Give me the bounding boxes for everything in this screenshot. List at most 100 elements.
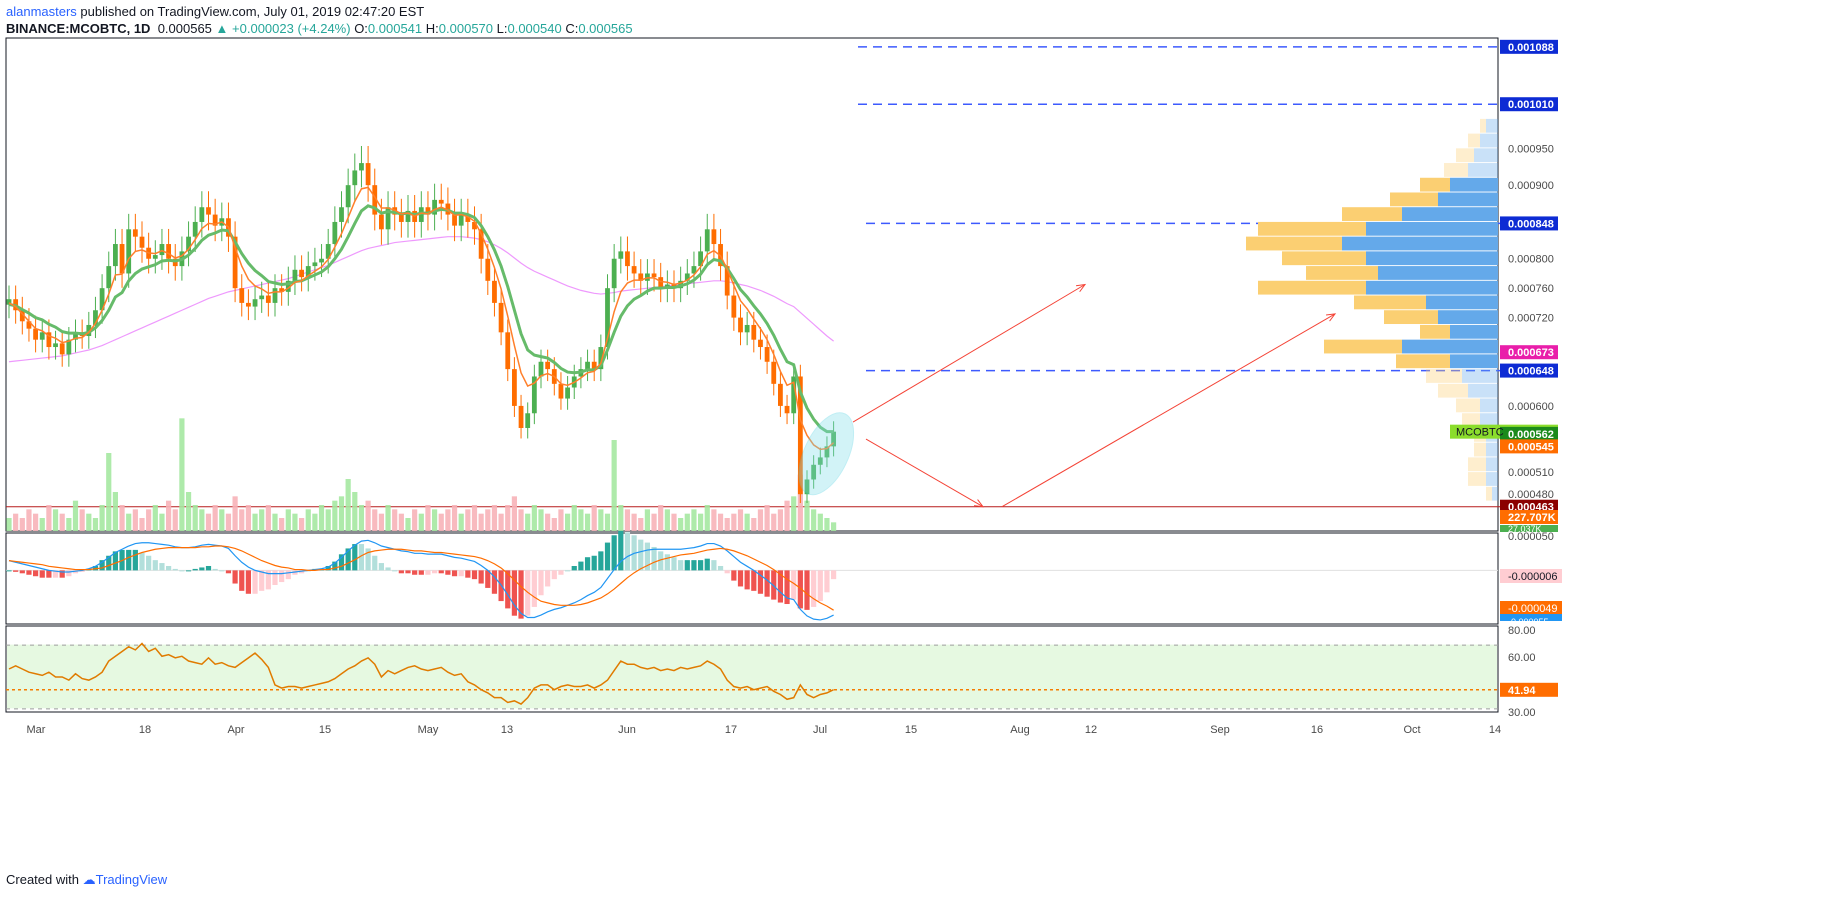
volume-bar <box>757 509 764 531</box>
price-axis-tick: 0.000480 <box>1508 489 1554 501</box>
volume-bar <box>72 500 79 531</box>
macd-histogram-bar <box>658 551 664 571</box>
volume-bar <box>239 509 245 531</box>
rsi-band <box>7 644 1497 709</box>
macd-histogram-bar <box>671 557 677 571</box>
volume-bar <box>405 518 411 531</box>
time-axis-tick: Sep <box>1210 724 1230 736</box>
candle-body <box>365 163 371 186</box>
candle-body <box>212 214 218 226</box>
macd-histogram-bar <box>545 570 551 587</box>
created-with-text: Created with <box>6 872 79 887</box>
candle-body <box>33 328 38 340</box>
candle-body <box>232 236 238 289</box>
volume-profile-down-bar <box>1480 118 1486 133</box>
volume-bar <box>831 522 837 531</box>
macd-histogram-bar <box>538 570 544 596</box>
volume-profile-up-bar <box>1342 236 1498 251</box>
volume-bar <box>378 513 384 531</box>
volume-bar <box>584 513 591 531</box>
volume-bar <box>46 505 52 531</box>
volume-bar <box>232 496 238 531</box>
volume-bar <box>525 513 531 531</box>
macd-badge <box>1500 601 1562 615</box>
volume-profile-down-bar <box>1258 221 1366 236</box>
volume-bar <box>166 500 172 531</box>
macd-histogram-bar <box>338 554 345 571</box>
macd-histogram-bar <box>372 555 378 571</box>
volume-bar <box>731 513 737 531</box>
volume-bar <box>432 509 438 531</box>
projection-arrow-up-2 <box>1001 313 1336 508</box>
volume-bar <box>438 513 444 531</box>
volume-bar <box>279 518 285 531</box>
macd-histogram-bar <box>392 570 398 572</box>
macd-histogram-bar <box>624 532 631 571</box>
candle-body <box>558 383 564 399</box>
volume-bar <box>418 513 424 531</box>
macd-histogram-bar <box>365 548 371 571</box>
macd-histogram-bar <box>425 570 431 575</box>
volume-bar <box>498 513 504 531</box>
time-axis-tick: 17 <box>725 724 737 736</box>
macd-line <box>8 539 834 621</box>
macd-histogram-bar <box>791 570 797 600</box>
volume-profile-up-bar <box>1486 442 1498 457</box>
macd-histogram-bar <box>325 565 331 571</box>
chart-canvas[interactable]: 0.000480 0.000510 0.000600 0.000720 0.000760… <box>0 0 1828 870</box>
time-axis-tick: 15 <box>905 724 917 736</box>
volume-profile-down-bar <box>1258 280 1366 295</box>
volume-bar <box>172 509 178 531</box>
volume-profile-down-bar <box>1438 383 1468 398</box>
publish-info: alanmasters published on TradingView.com… <box>6 4 424 19</box>
candle-body <box>598 347 604 370</box>
candle-body <box>691 266 697 274</box>
volume-bar <box>212 505 218 531</box>
candle-body <box>492 280 497 303</box>
macd-histogram-bar <box>26 570 32 575</box>
candle-body <box>86 324 92 337</box>
volume-profile-down-bar <box>1420 324 1450 339</box>
candle-body <box>385 207 391 230</box>
volume-badge-2 <box>1500 525 1558 532</box>
symbol-badge-label: MCOBTC <box>1456 427 1504 439</box>
volume-bar <box>744 513 750 531</box>
author-link[interactable]: alanmasters <box>6 4 77 19</box>
candle-body <box>778 383 783 406</box>
macd-histogram-bar <box>485 570 491 588</box>
volume-bar <box>139 518 145 531</box>
volume-profile-up-bar <box>1366 280 1498 295</box>
volume-bar <box>651 513 657 531</box>
candle-body <box>199 207 205 222</box>
macd-histogram-bar <box>172 568 178 571</box>
volume-bar <box>318 505 325 531</box>
candle-body <box>272 288 278 303</box>
volume-profile-down-bar <box>1246 236 1342 251</box>
candle-body <box>797 376 803 495</box>
price-badge <box>1500 345 1558 360</box>
volume-bar <box>658 505 664 531</box>
volume-bar <box>518 509 524 531</box>
macd-histogram-bar <box>797 570 803 609</box>
volume-profile-down-bar <box>1468 133 1480 148</box>
macd-histogram-bar <box>491 570 498 594</box>
candle-body <box>731 295 737 318</box>
macd-histogram-bar <box>19 570 25 574</box>
candle-body <box>359 163 364 171</box>
macd-histogram-bar <box>106 555 112 571</box>
volume-profile-up-bar <box>1462 369 1498 383</box>
volume-bar <box>259 509 265 531</box>
candle-body <box>339 207 344 222</box>
volume-bar <box>737 509 744 531</box>
volume-bar <box>711 509 717 531</box>
volume-bar <box>292 513 298 531</box>
price-change: ▲ +0.000023 (+4.24%) <box>215 21 351 36</box>
tradingview-brand-link[interactable]: TradingView <box>95 872 168 887</box>
macd-histogram-bar <box>139 552 145 571</box>
candle-body <box>684 273 690 281</box>
time-axis-tick: Mar <box>27 724 46 736</box>
volume-bar <box>445 509 451 531</box>
volume-bar <box>631 513 637 531</box>
macd-histogram-bar <box>166 565 172 571</box>
macd-histogram-bar <box>638 539 644 571</box>
